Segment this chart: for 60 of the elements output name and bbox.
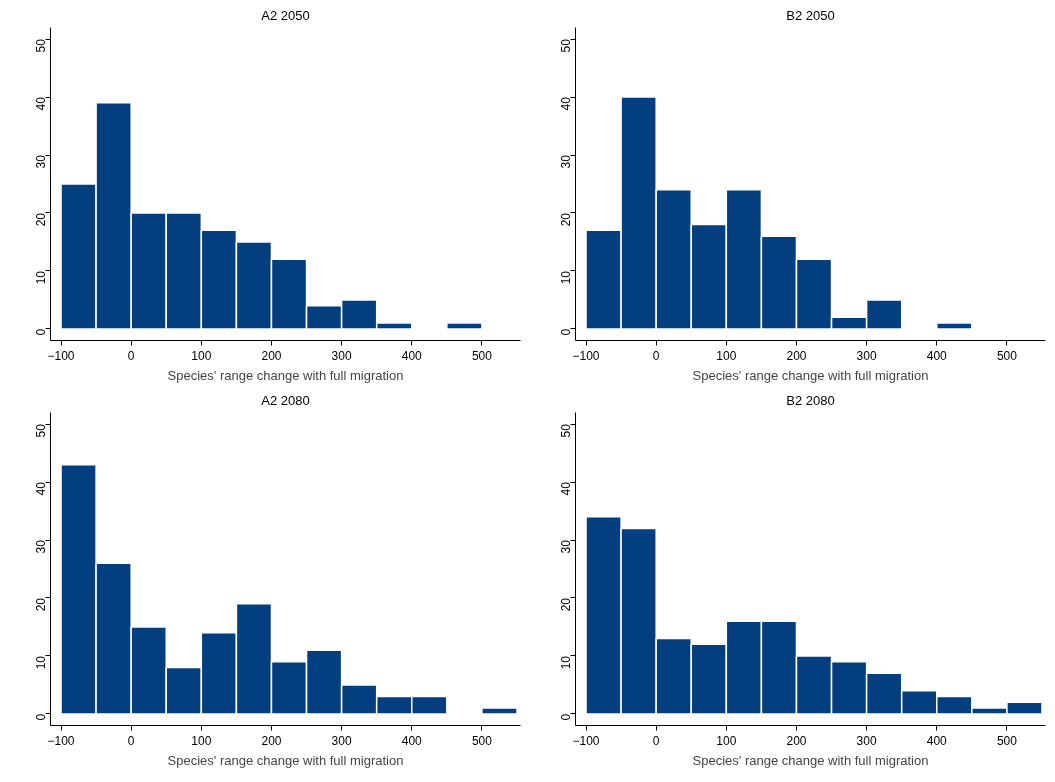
x-tick-label: 300 (856, 733, 877, 748)
x-tick-label: 400 (926, 733, 948, 748)
x-tick-label: 0 (127, 733, 135, 748)
x-tick-label: 400 (401, 733, 423, 748)
x-tick-label: 200 (786, 733, 807, 748)
y-tick-label: 40 (559, 481, 573, 496)
x-tick-label: 200 (786, 348, 807, 363)
x-tick-label: 300 (331, 733, 352, 748)
x-tick-label: 300 (331, 348, 352, 363)
x-tick-label: 100 (716, 733, 737, 748)
y-tick-label: 40 (559, 96, 573, 111)
x-tick-label: 100 (191, 348, 212, 363)
y-tick-label: 10 (559, 270, 573, 285)
x-tick-label: 0 (652, 733, 660, 748)
x-axis-title: Species' range change with full migration (692, 367, 929, 383)
y-tick-label: 20 (559, 597, 573, 612)
x-tick-label: 300 (856, 348, 877, 363)
x-axis-title: Species' range change with full migration (167, 367, 404, 383)
y-tick-label: 0 (34, 328, 48, 336)
chart-title: A2 2050 (261, 7, 310, 23)
y-tick-label: 0 (559, 328, 573, 336)
chart-title: B2 2080 (786, 392, 835, 408)
x-tick-label: 0 (652, 348, 660, 363)
x-tick-label: 100 (716, 348, 737, 363)
x-axis-title: Species' range change with full migration (167, 752, 404, 768)
x-tick-label: −100 (572, 733, 600, 748)
chart-title: B2 2050 (786, 7, 835, 23)
x-tick-label: 100 (191, 733, 212, 748)
x-tick-label: −100 (572, 348, 600, 363)
y-tick-label: 0 (559, 713, 573, 721)
y-tick-label: 30 (34, 539, 48, 554)
y-tick-label: 30 (559, 539, 573, 554)
x-tick-label: 200 (261, 348, 282, 363)
x-tick-label: 200 (261, 733, 282, 748)
y-tick-label: 20 (34, 597, 48, 612)
x-tick-label: 400 (401, 348, 423, 363)
y-tick-label: 40 (34, 96, 48, 111)
y-tick-label: 30 (559, 154, 573, 169)
y-tick-label: 30 (34, 154, 48, 169)
y-tick-label: 20 (559, 212, 573, 227)
y-tick-label: 10 (34, 655, 48, 670)
y-tick-label: 10 (34, 270, 48, 285)
x-tick-label: 400 (926, 348, 948, 363)
y-tick-label: 0 (34, 713, 48, 721)
y-tick-label: 50 (559, 423, 573, 438)
chart-title: A2 2080 (261, 392, 310, 408)
x-axis-title: Species' range change with full migration (692, 752, 929, 768)
y-tick-label: 10 (559, 655, 573, 670)
x-tick-label: 500 (471, 733, 493, 748)
y-tick-label: 50 (34, 423, 48, 438)
x-tick-label: 500 (996, 348, 1018, 363)
y-tick-label: 50 (34, 38, 48, 53)
y-tick-label: 40 (34, 481, 48, 496)
x-tick-label: −100 (47, 733, 75, 748)
y-tick-label: 50 (559, 38, 573, 53)
x-tick-label: 500 (996, 733, 1018, 748)
x-tick-label: 0 (127, 348, 135, 363)
x-tick-label: −100 (47, 348, 75, 363)
y-tick-label: 20 (34, 212, 48, 227)
x-tick-label: 500 (471, 348, 493, 363)
